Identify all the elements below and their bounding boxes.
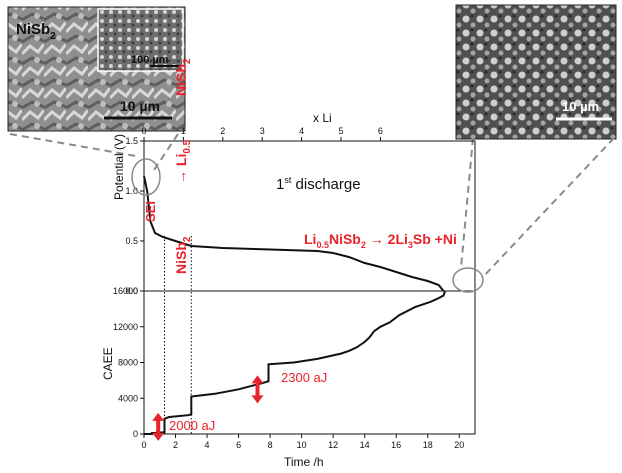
energy-jump-arrow [251,375,264,404]
top-tick-label: 6 [378,126,383,136]
y-tick-label-caee: 8000 [118,358,138,368]
top-axis-title: x Li [313,111,332,125]
top-tick-label: 1 [181,126,186,136]
right-scale-label: 10 µm [562,99,599,114]
x-tick-label: 2 [173,440,178,450]
sample-label: NiSb2 [16,21,56,42]
discharge-label: 1st discharge [276,175,361,193]
start-marker-circle [131,158,161,196]
reaction-label-1: NiSb2 [173,236,193,274]
top-tick-label: 5 [339,126,344,136]
left-scale-label: 10 µm [120,98,160,114]
x-tick-label: 14 [360,440,370,450]
y-tick-label-caee: 16000 [113,286,138,296]
y-tick-label-potential: 1.5 [125,136,138,146]
potential-panel-frame [143,140,476,292]
annotation-2000aj: 2000 aJ [169,418,215,433]
x-tick-label: 4 [205,440,210,450]
y-axis-title-potential: Potential (V) [112,134,126,200]
sei-label: SEI [143,201,158,222]
y-tick-label-caee: 12000 [113,322,138,332]
left-inset-micrograph [97,8,184,72]
x-tick-label: 8 [268,440,273,450]
energy-jump-arrow [152,412,165,441]
y-tick-label-potential: 0.5 [125,236,138,246]
annotation-2300aj: 2300 aJ [281,370,327,385]
connector-lines [9,133,615,279]
reaction-label-1-arrow: → Li0.5 [173,139,193,184]
top-tick-label: 2 [220,126,225,136]
x-tick-label: 10 [297,440,307,450]
y-tick-label-potential: 0.0 [125,286,138,296]
caee-panel-frame [143,290,476,435]
top-tick-label: 3 [260,126,265,136]
y-tick-label-caee: 4000 [118,393,138,403]
top-tick-label: 0 [141,126,146,136]
caee-curve [144,290,447,435]
energy-jump-arrow-head-up [251,375,264,384]
inset-scale-label: 100 µm [131,54,169,66]
reaction-label-1-a: NiSb2 [173,58,193,96]
end-marker-circle [452,267,484,293]
x-tick-label: 12 [328,440,338,450]
potential-curve [143,175,445,292]
x-axis-title: Time /h [284,455,324,469]
top-tick-label: 4 [299,126,304,136]
x-tick-label: 6 [236,440,241,450]
chart-layer: 0 2 4 6 8 10 12 14 16 18 200 1 2 3 4 5 60.00.51.01.50400… [113,126,464,450]
energy-jump-arrow-head-down [152,432,165,441]
y-tick-label-potential: 1.0 [125,186,138,196]
energy-jump-arrow-head-down [251,395,264,404]
right-micrograph: 10 µm [455,4,617,140]
reaction-label-2: Li0.5NiSb2 → 2Li3Sb +Ni [304,231,457,250]
left-micrograph: NiSb2 100 µm 10 µm [7,6,186,132]
y-tick-label-caee: 0 [133,429,138,439]
x-tick-label: 20 [454,440,464,450]
energy-jump-arrow-head-up [152,412,165,421]
x-tick-label: 18 [423,440,433,450]
x-tick-label: 0 [141,440,146,450]
x-tick-label: 16 [391,440,401,450]
y-axis-title-caee: CAEE [101,347,115,380]
